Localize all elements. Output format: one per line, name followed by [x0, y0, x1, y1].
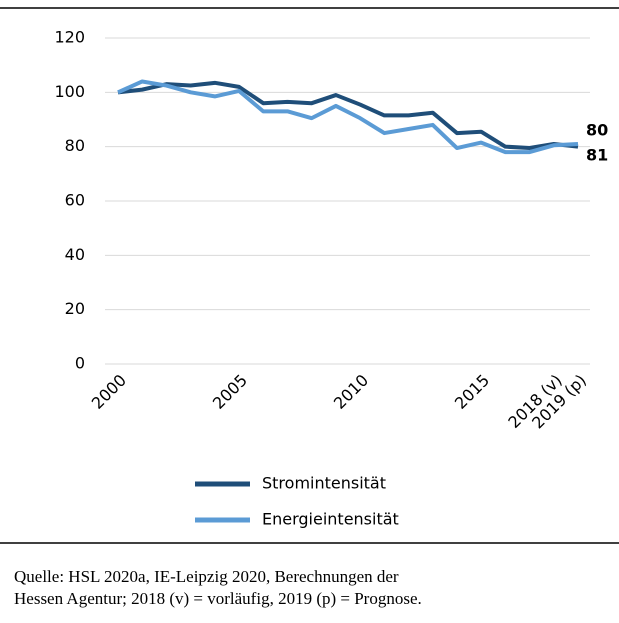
y-tick-label: 40 [65, 245, 85, 264]
note-line: Quelle: HSL 2020a, IE-Leipzig 2020, Bere… [14, 567, 399, 586]
end-label: 80 [586, 121, 608, 140]
y-tick-label: 0 [75, 354, 85, 373]
legend-label: Energieintensität [262, 510, 399, 529]
x-tick-label: 2005 [209, 371, 251, 413]
note-line: Hessen Agentur; 2018 (v) = vorläufig, 20… [14, 589, 422, 608]
y-tick-label: 80 [65, 136, 85, 155]
y-tick-label: 100 [54, 82, 85, 101]
x-tick-label: 2010 [330, 371, 372, 413]
series-line [117, 80, 579, 151]
y-tick-label: 120 [54, 28, 85, 47]
x-tick-label: 2000 [88, 371, 130, 413]
series-line [117, 79, 579, 155]
x-tick-label: 2015 [451, 371, 493, 413]
y-tick-label: 60 [65, 191, 85, 210]
y-tick-label: 20 [65, 299, 85, 318]
legend-label: Stromintensität [262, 474, 386, 493]
end-label: 81 [586, 146, 608, 165]
